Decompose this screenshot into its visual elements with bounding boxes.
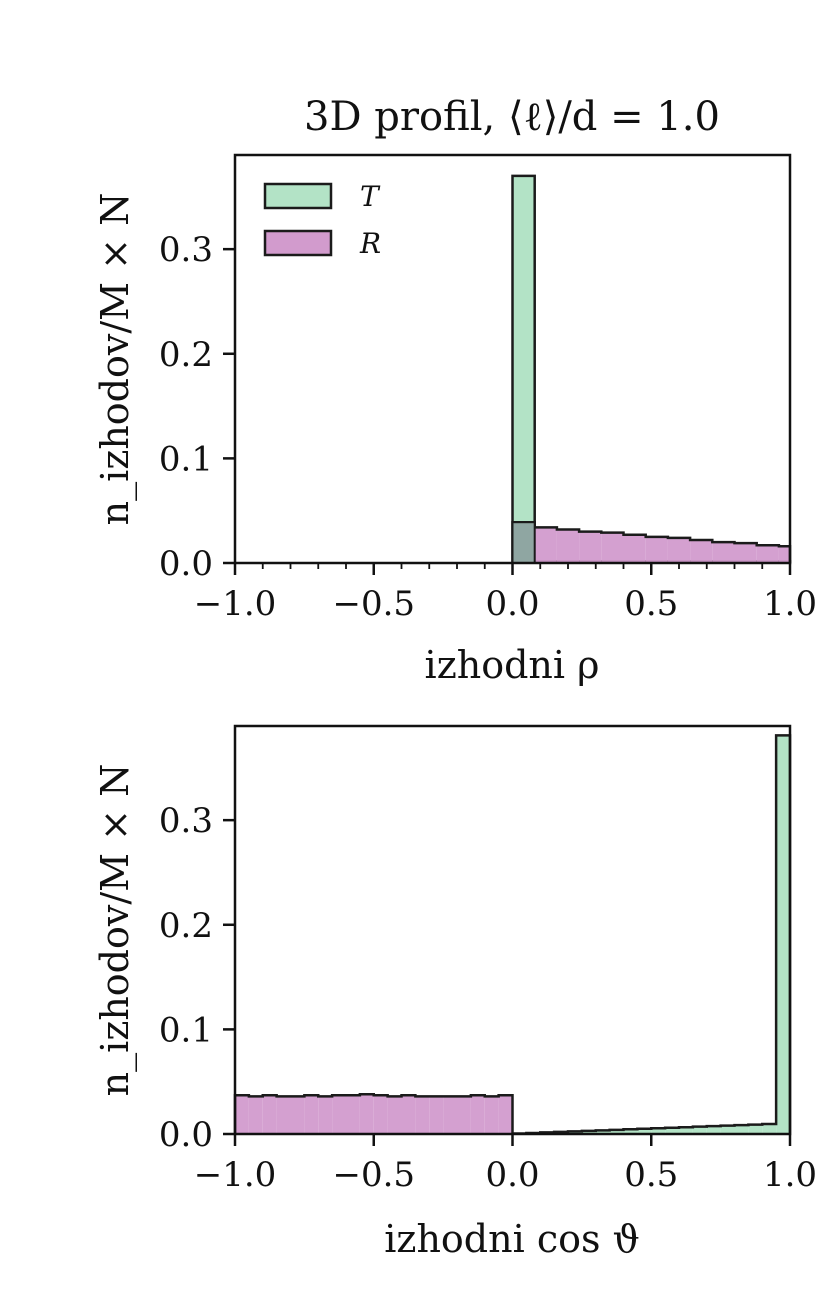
bar-R-17 (470, 1095, 485, 1134)
bar-R-19 (498, 1095, 513, 1134)
bar-R-15 (443, 1096, 457, 1134)
bar-R-10 (373, 1095, 388, 1134)
bar-T-17 (748, 1124, 763, 1134)
x-tick-label: 0.5 (624, 584, 678, 624)
bar-R-11 (756, 545, 779, 563)
bar-T-4 (568, 1131, 582, 1134)
y-axis-label: n_izhodov/M × N (93, 193, 138, 526)
bar-T-7 (609, 1129, 624, 1134)
bar-R-7 (667, 537, 691, 563)
bar-T-12 (679, 1127, 693, 1134)
x-tick-label: 0.0 (485, 1155, 539, 1195)
y-tick-label: 0.3 (159, 230, 213, 270)
chart-rho: 3D profil, ⟨ℓ⟩/d = 1.0 −1.0 −0.5 0.0 0.5 1.0… (93, 94, 817, 687)
x-tick-label: −0.5 (332, 1155, 415, 1195)
outline-R (511, 520, 792, 563)
x-tick-label: −0.5 (332, 584, 415, 624)
bar-R-13 (415, 1096, 430, 1134)
bar-T-15 (720, 1125, 735, 1134)
bar-R-8 (690, 539, 713, 563)
y-tick-label: 0.2 (159, 335, 213, 375)
bar-R-3 (276, 1096, 291, 1134)
y-tick-label: 0.1 (159, 439, 213, 479)
ticks-group: −1.0 −0.5 0.0 0.5 1.0 0.0 0.1 0.2 0.3 (159, 801, 817, 1195)
bar-R-16 (457, 1096, 471, 1134)
bar-R-6 (645, 536, 668, 563)
bar-T-8 (623, 1129, 638, 1134)
bar-R-7 (332, 1095, 346, 1134)
bar-R-12 (778, 546, 790, 563)
bar-overlap-0 (511, 521, 536, 565)
bar-T-16 (734, 1125, 749, 1134)
bar-R-12 (401, 1095, 416, 1134)
chart-cos-theta: −1.0 −0.5 0.0 0.5 1.0 0.0 0.1 0.2 0.3 izhodni co… (93, 724, 817, 1261)
legend: T R (263, 180, 381, 260)
x-tick-label: −1.0 (194, 1155, 277, 1195)
x-tick-label: 1.0 (763, 584, 817, 624)
y-axis-label: n_izhodov/M × N (93, 764, 138, 1097)
bar-R-11 (387, 1096, 402, 1134)
y-tick-label: 0.3 (159, 801, 213, 841)
outline-T (511, 734, 792, 1135)
bar-R-0 (235, 1095, 249, 1134)
x-tick-label: 1.0 (763, 1155, 817, 1195)
bars-group (233, 734, 792, 1135)
bar-R-4 (601, 532, 624, 563)
legend-label-R: R (359, 227, 381, 260)
bar-T-13 (692, 1126, 707, 1134)
legend-label-T: T (360, 180, 381, 213)
bar-T-5 (581, 1130, 596, 1134)
y-tick-label: 0.0 (159, 1115, 213, 1155)
bar-T-6 (595, 1130, 610, 1134)
bar-R-8 (346, 1095, 360, 1134)
bar-R-6 (318, 1096, 333, 1134)
bar-T-11 (665, 1127, 679, 1134)
legend-swatch-T (263, 182, 333, 210)
y-tick-label: 0.2 (159, 906, 213, 946)
bar-R-2 (556, 529, 580, 563)
chart-title: 3D profil, ⟨ℓ⟩/d = 1.0 (304, 94, 720, 140)
bar-T-10 (651, 1128, 666, 1134)
bar-R-2 (262, 1095, 277, 1134)
y-tick-label: 0.0 (159, 544, 213, 584)
bar-R-14 (429, 1096, 444, 1134)
bar-R-1 (534, 527, 557, 563)
legend-swatch-R (263, 229, 333, 257)
bar-R-9 (712, 542, 735, 563)
ticks-group: −1.0 −0.5 0.0 0.5 1.0 0.0 0.1 0.2 0.3 (159, 230, 817, 624)
bar-T-0 (512, 175, 535, 563)
bar-T-14 (706, 1126, 721, 1134)
bar-R-5 (304, 1095, 319, 1134)
bars-group (511, 174, 792, 565)
bar-R-4 (290, 1096, 305, 1134)
outline-R (233, 1093, 514, 1134)
outline-T (511, 174, 792, 563)
bar-T-18 (762, 1124, 777, 1134)
x-axis-label: izhodni cos ϑ (384, 1217, 639, 1261)
bar-T-9 (637, 1128, 652, 1134)
bar-R-5 (623, 534, 646, 563)
y-tick-label: 0.1 (159, 1010, 213, 1050)
x-tick-label: 0.0 (485, 584, 539, 624)
x-tick-label: 0.5 (624, 1155, 678, 1195)
bar-R-1 (248, 1096, 263, 1134)
x-tick-label: −1.0 (194, 584, 277, 624)
plot-frame (233, 724, 792, 1136)
bar-T-19 (776, 735, 790, 1134)
bar-R-3 (579, 531, 602, 563)
bar-R-9 (359, 1094, 374, 1134)
bar-R-10 (734, 543, 757, 563)
x-axis-label: izhodni ρ (425, 643, 600, 687)
bar-R-18 (484, 1096, 499, 1134)
